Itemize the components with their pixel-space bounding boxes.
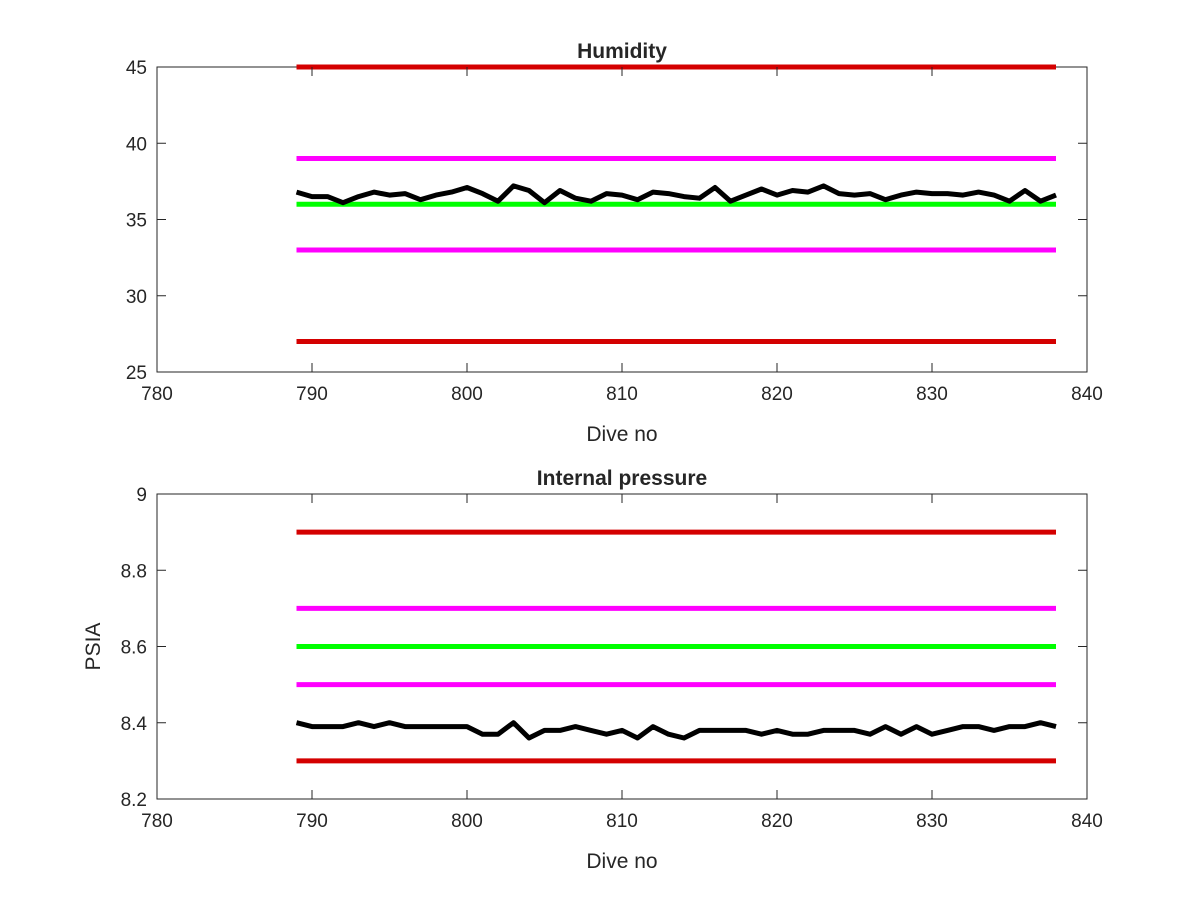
x-tick-label: 840 bbox=[1071, 384, 1103, 405]
x-tick-label: 830 bbox=[916, 811, 948, 832]
x-tick-label: 790 bbox=[296, 811, 328, 832]
x-axis-label: Dive no bbox=[586, 850, 657, 873]
x-tick-label: 840 bbox=[1071, 811, 1103, 832]
x-tick-label: 790 bbox=[296, 384, 328, 405]
series-line-6 bbox=[295, 720, 1057, 741]
y-axis-label: PSIA bbox=[82, 623, 105, 671]
x-tick-label: 820 bbox=[761, 384, 793, 405]
y-tick-label: 8.4 bbox=[121, 714, 148, 735]
chart-1: 780 790 800 810 820 830 840 25 30 35 40 45 Humidity D… bbox=[126, 40, 1103, 446]
x-tick-label: 810 bbox=[606, 384, 638, 405]
series-line-6 bbox=[295, 183, 1057, 206]
chart-title: Internal pressure bbox=[537, 467, 707, 490]
x-tick-label: 800 bbox=[451, 811, 483, 832]
x-tick-label: 800 bbox=[451, 384, 483, 405]
y-tick-label: 40 bbox=[126, 134, 147, 155]
chart-2: 780 790 800 810 820 830 840 8.2 8.4 8.6 8.8 9 Intern… bbox=[82, 467, 1103, 873]
x-tick-label: 780 bbox=[141, 811, 173, 832]
chart-title: Humidity bbox=[577, 40, 667, 63]
y-tick-label: 30 bbox=[126, 287, 147, 308]
x-axis-label: Dive no bbox=[586, 423, 657, 446]
x-tick-label: 820 bbox=[761, 811, 793, 832]
y-tick-label: 8.2 bbox=[121, 790, 147, 811]
x-tick-label: 830 bbox=[916, 384, 948, 405]
x-tick-label: 780 bbox=[141, 384, 173, 405]
y-tick-label: 8.6 bbox=[121, 638, 147, 659]
y-tick-label: 45 bbox=[126, 58, 147, 79]
y-tick-label: 9 bbox=[136, 485, 147, 506]
x-tick-label: 810 bbox=[606, 811, 638, 832]
y-tick-label: 25 bbox=[126, 363, 147, 384]
y-tick-label: 8.8 bbox=[121, 561, 147, 582]
y-tick-label: 35 bbox=[126, 211, 147, 232]
